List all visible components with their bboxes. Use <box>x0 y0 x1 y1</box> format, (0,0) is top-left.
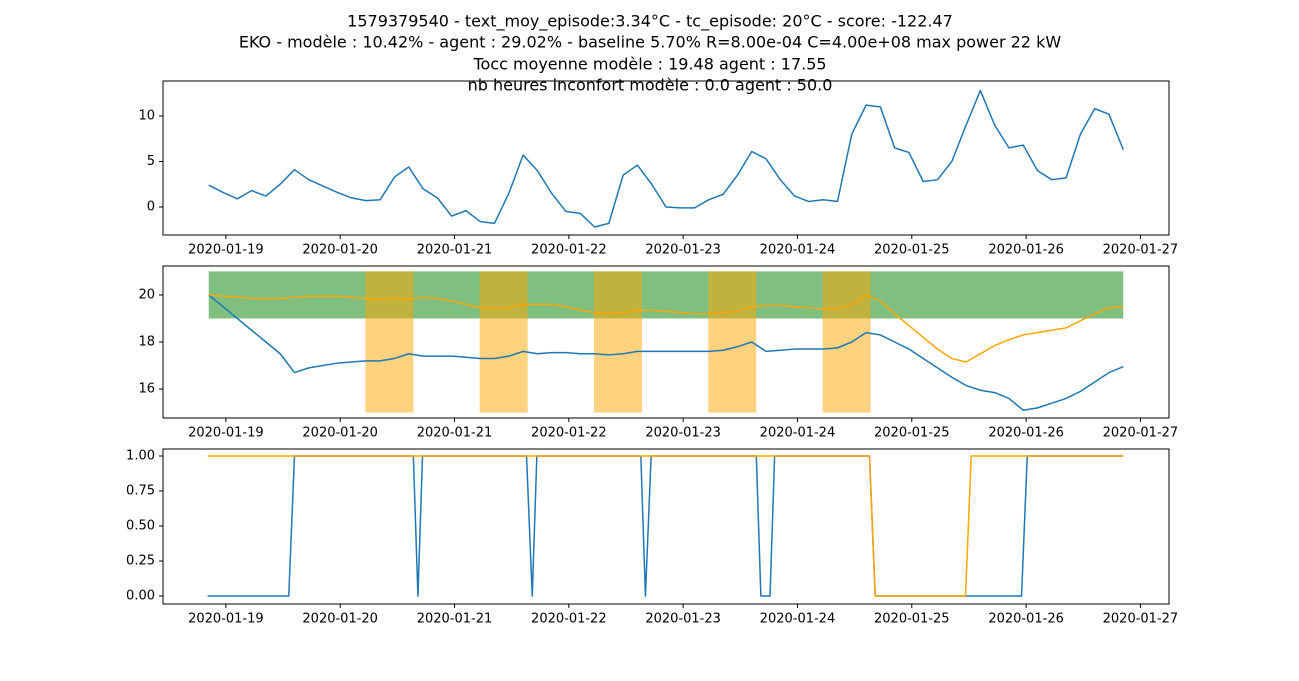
title-line: EKO - modèle : 10.42% - agent : 29.02% -… <box>239 33 1062 52</box>
data-line <box>208 294 1124 363</box>
x-tick-label: 2020-01-19 <box>188 426 264 441</box>
x-tick-label: 2020-01-27 <box>1103 243 1179 258</box>
x-tick-label: 2020-01-19 <box>188 612 264 627</box>
span <box>479 271 528 413</box>
data-line <box>207 455 1124 597</box>
x-tick-label: 2020-01-21 <box>417 426 493 441</box>
y-tick-label: 0.00 <box>126 589 155 604</box>
span <box>365 271 414 413</box>
span <box>708 271 757 413</box>
span <box>208 271 1124 319</box>
y-tick-label: 1.00 <box>126 449 155 464</box>
span <box>593 271 642 413</box>
x-tick-label: 2020-01-26 <box>988 426 1064 441</box>
x-tick-label: 2020-01-23 <box>645 243 721 258</box>
title-line: 1579379540 - text_moy_episode:3.34°C - t… <box>347 12 953 32</box>
x-tick-label: 2020-01-25 <box>874 426 950 441</box>
x-tick-label: 2020-01-20 <box>302 243 378 258</box>
y-tick-label: 18 <box>138 335 155 350</box>
x-tick-label: 2020-01-22 <box>531 612 607 627</box>
axes-frame <box>162 448 1170 605</box>
x-tick-label: 2020-01-20 <box>302 612 378 627</box>
x-tick-label: 2020-01-22 <box>531 426 607 441</box>
data-line <box>208 294 1124 411</box>
y-tick-label: 20 <box>138 287 155 302</box>
y-tick-label: 0 <box>147 199 155 214</box>
x-tick-label: 2020-01-21 <box>417 243 493 258</box>
x-tick-label: 2020-01-20 <box>302 426 378 441</box>
y-tick-label: 0.50 <box>126 519 155 534</box>
x-tick-label: 2020-01-25 <box>874 612 950 627</box>
y-tick-label: 16 <box>138 382 155 397</box>
title-line: Tocc moyenne modèle : 19.48 agent : 17.5… <box>472 55 826 74</box>
data-line <box>207 455 1124 597</box>
x-tick-label: 2020-01-19 <box>188 243 264 258</box>
x-tick-label: 2020-01-23 <box>645 612 721 627</box>
data-line <box>208 89 1124 228</box>
x-tick-label: 2020-01-24 <box>760 243 836 258</box>
x-tick-label: 2020-01-23 <box>645 426 721 441</box>
x-tick-label: 2020-01-26 <box>988 612 1064 627</box>
y-tick-label: 10 <box>138 109 155 124</box>
y-tick-label: 0.75 <box>126 484 155 499</box>
y-tick-label: 5 <box>147 154 155 169</box>
x-tick-label: 2020-01-25 <box>874 243 950 258</box>
x-tick-label: 2020-01-22 <box>531 243 607 258</box>
x-tick-label: 2020-01-27 <box>1103 426 1179 441</box>
span <box>822 271 871 413</box>
title-line: nb heures inconfort modèle : 0.0 agent :… <box>468 76 833 95</box>
x-tick-label: 2020-01-21 <box>417 612 493 627</box>
x-tick-label: 2020-01-26 <box>988 243 1064 258</box>
x-tick-label: 2020-01-24 <box>760 612 836 627</box>
x-tick-label: 2020-01-27 <box>1103 612 1179 627</box>
y-tick-label: 0.25 <box>126 554 155 569</box>
x-tick-label: 2020-01-24 <box>760 426 836 441</box>
axes-frame <box>162 80 1170 236</box>
